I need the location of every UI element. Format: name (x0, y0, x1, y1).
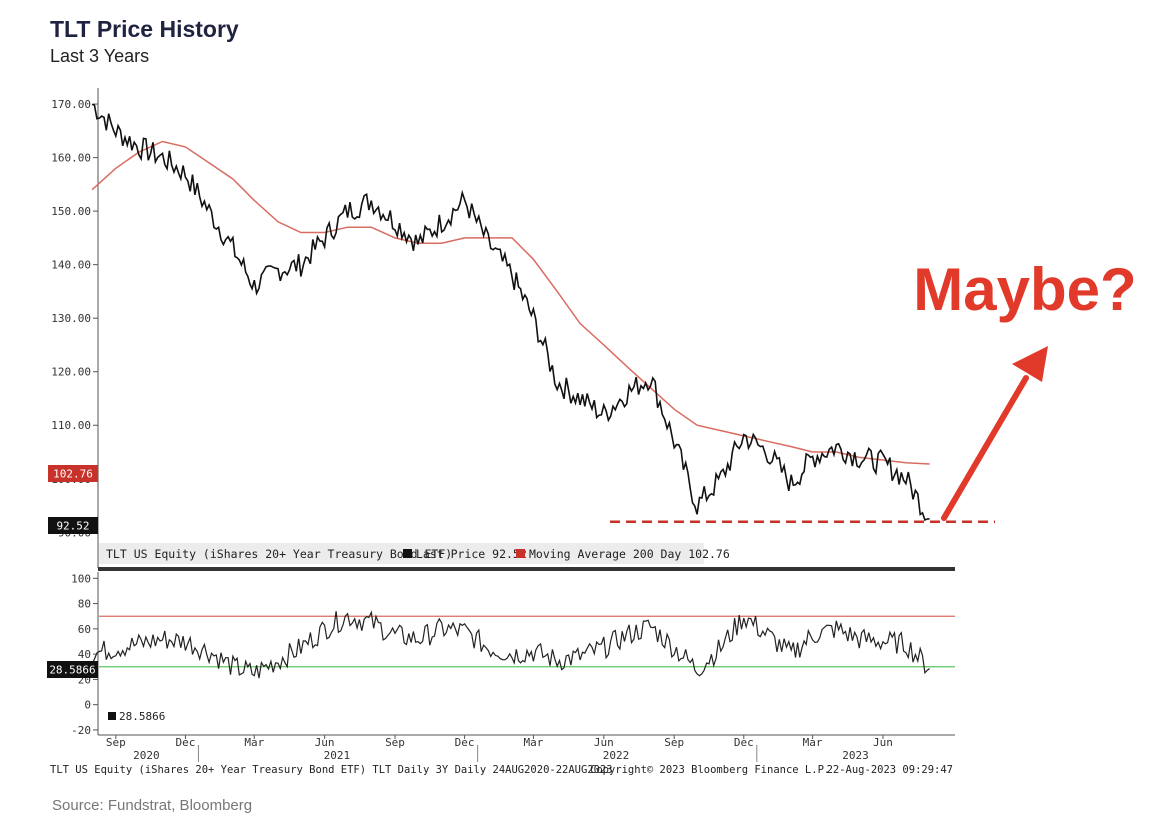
last-price-tag (48, 517, 98, 534)
last-price-label: 92.52 (48, 517, 98, 534)
x-year-labels: 2020 2021 2022 2023 (133, 749, 869, 762)
x-year-label: 2022 (603, 749, 630, 762)
rsi-tick-label: 40 (78, 648, 91, 661)
page-title: TLT Price History (50, 16, 239, 42)
x-year-label: 2021 (324, 749, 351, 762)
price-line (91, 103, 930, 521)
price-tick-label: 140.00 (51, 259, 91, 272)
x-month-label: Mar (244, 736, 264, 749)
price-tick-label: 110.00 (51, 419, 91, 432)
annotation-text: Maybe? (913, 256, 1136, 323)
tlt-chart: 170.00 160.00 150.00 140.00 130.00 120.00 110.… (47, 88, 1137, 776)
rsi-legend: 28.5866 (108, 710, 165, 723)
rsi-last-tag (47, 661, 98, 678)
footer-copyright: Copyright© 2023 Bloomberg Finance L.P. (590, 764, 830, 776)
legend-ma-swatch (516, 549, 525, 558)
ma-price-tag (48, 465, 98, 482)
rsi-last-value: 28.5866 (49, 664, 95, 677)
rsi-tick-label: 100 (71, 572, 91, 585)
price-tick-label: 170.00 (51, 98, 91, 111)
x-year-dividers (197, 745, 758, 762)
rsi-legend-swatch (108, 712, 116, 720)
annotation-arrow-head (1012, 346, 1048, 382)
annotation-arrow-shaft (941, 375, 1029, 521)
rsi-last-label: 28.5866 (47, 661, 98, 678)
rsi-tick-label: 60 (78, 623, 91, 636)
x-year-label: 2020 (133, 749, 160, 762)
maybe-annotation: Maybe? (913, 256, 1137, 521)
x-month-label: Dec (455, 736, 475, 749)
x-month-label: Mar (524, 736, 544, 749)
price-legend: TLT US Equity (iShares 20+ Year Treasury… (99, 543, 730, 564)
x-year-label: 2023 (842, 749, 869, 762)
ma-price-value: 102.76 (53, 468, 93, 481)
price-tick-label: 160.00 (51, 152, 91, 165)
rsi-tick-label: -20 (71, 724, 91, 737)
legend-background (99, 543, 704, 564)
price-tick-label: 120.00 (51, 366, 91, 379)
x-month-label: Mar (803, 736, 823, 749)
page-subtitle: Last 3 Years (50, 46, 150, 66)
rsi-line (91, 610, 930, 679)
source-note: Source: Fundstrat, Bloomberg (52, 797, 253, 814)
rsi-tick-label: 0 (84, 699, 91, 712)
price-tick-label: 130.00 (51, 312, 91, 325)
legend-ma: Moving Average 200 Day 102.76 (529, 547, 730, 561)
footer-left: TLT US Equity (iShares 20+ Year Treasury… (50, 764, 613, 776)
legend-last-price: Last Price 92.52 (416, 547, 527, 561)
x-month-label: Jun (873, 736, 893, 749)
last-price-value: 92.52 (56, 520, 89, 533)
x-month-label: Jun (315, 736, 335, 749)
x-month-label: Sep (664, 736, 684, 749)
x-month-label: Dec (734, 736, 754, 749)
x-month-label: Sep (385, 736, 405, 749)
panel-separator (98, 567, 955, 571)
legend-security: TLT US Equity (iShares 20+ Year Treasury… (106, 547, 452, 561)
x-month-label: Sep (106, 736, 126, 749)
rsi-tick-label: 80 (78, 598, 91, 611)
rsi-legend-value: 28.5866 (119, 710, 165, 723)
moving-average-line (91, 140, 930, 465)
price-tick-label: 150.00 (51, 205, 91, 218)
x-month-labels: Sep Dec Mar Jun Sep Dec Mar Jun Sep Dec Mar Jun (106, 735, 893, 749)
price-panel: 170.00 160.00 150.00 140.00 130.00 120.00 110.… (48, 88, 995, 568)
legend-last-price-swatch (403, 549, 412, 558)
x-month-label: Dec (175, 736, 195, 749)
footer-timestamp: 22-Aug-2023 09:29:47 (827, 764, 953, 776)
ma-price-label: 102.76 (48, 465, 98, 482)
x-month-label: Jun (594, 736, 614, 749)
x-axis: Sep Dec Mar Jun Sep Dec Mar Jun Sep Dec Mar Jun 202… (98, 734, 955, 762)
